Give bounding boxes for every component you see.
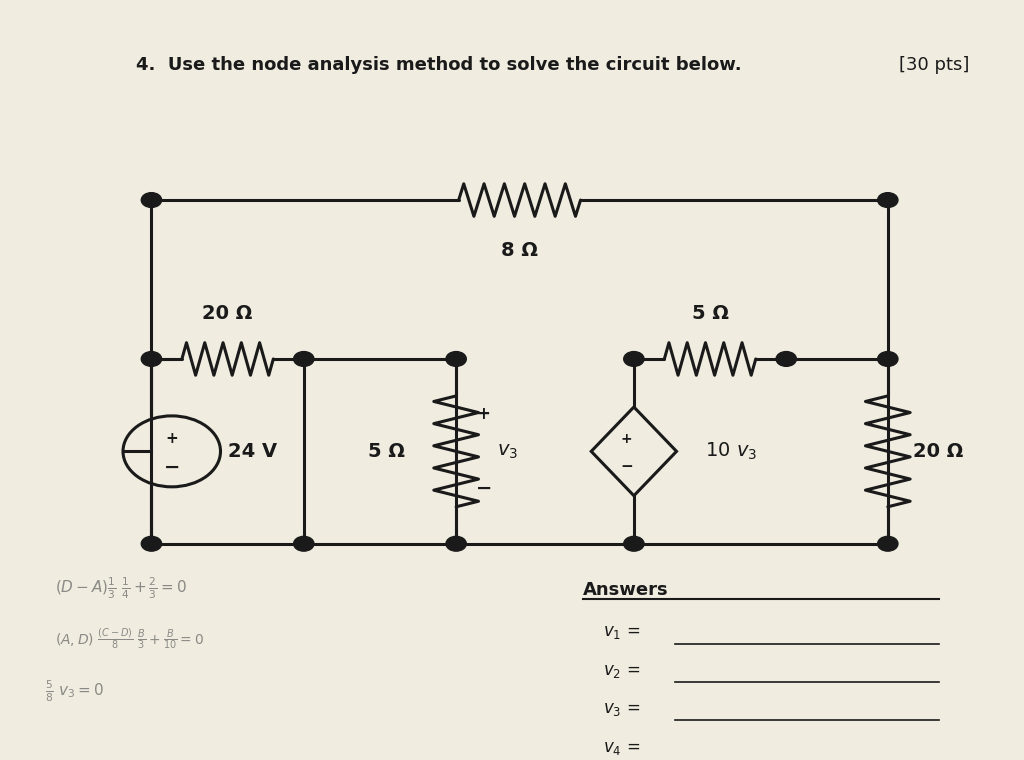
Circle shape [446, 537, 466, 551]
Circle shape [878, 192, 898, 207]
Text: +: + [621, 432, 633, 446]
Text: 5 Ω: 5 Ω [691, 305, 728, 324]
Text: $v_1$ =: $v_1$ = [603, 623, 641, 641]
Text: 8 Ω: 8 Ω [501, 241, 538, 260]
Text: $v_2$ =: $v_2$ = [603, 662, 641, 680]
Text: $(A,D)\ \frac{(C-D)}{8}\ \frac{B}{3}+\frac{B}{10}=0$: $(A,D)\ \frac{(C-D)}{8}\ \frac{B}{3}+\fr… [55, 627, 204, 652]
Text: +: + [166, 432, 178, 446]
Text: 20 Ω: 20 Ω [913, 442, 964, 461]
Text: Answers: Answers [583, 581, 669, 599]
Circle shape [141, 352, 162, 366]
Circle shape [294, 537, 314, 551]
Text: +: + [476, 405, 490, 423]
Text: 5 Ω: 5 Ω [369, 442, 406, 461]
Circle shape [446, 352, 466, 366]
Text: $10\ v_3$: $10\ v_3$ [705, 441, 757, 462]
Circle shape [624, 352, 644, 366]
Circle shape [878, 352, 898, 366]
Text: [30 pts]: [30 pts] [899, 56, 969, 74]
Text: $v_3$: $v_3$ [497, 442, 518, 461]
Circle shape [776, 352, 797, 366]
Text: $(D-A)\frac{1}{3}\ \frac{1}{4}+\frac{2}{3}=0$: $(D-A)\frac{1}{3}\ \frac{1}{4}+\frac{2}{… [55, 575, 186, 601]
Text: −: − [164, 458, 180, 477]
Text: $\frac{5}{8}\ v_3=0$: $\frac{5}{8}\ v_3=0$ [45, 679, 104, 705]
Text: $v_3$ =: $v_3$ = [603, 700, 641, 718]
Circle shape [624, 537, 644, 551]
Circle shape [294, 352, 314, 366]
Text: −: − [476, 479, 493, 498]
Text: 4.  Use the node analysis method to solve the circuit below.: 4. Use the node analysis method to solve… [136, 56, 741, 74]
Text: 20 Ω: 20 Ω [203, 305, 253, 324]
Circle shape [141, 537, 162, 551]
Text: −: − [621, 459, 633, 474]
Text: 24 V: 24 V [227, 442, 276, 461]
Circle shape [141, 192, 162, 207]
Circle shape [878, 537, 898, 551]
Text: $v_4$ =: $v_4$ = [603, 739, 641, 757]
